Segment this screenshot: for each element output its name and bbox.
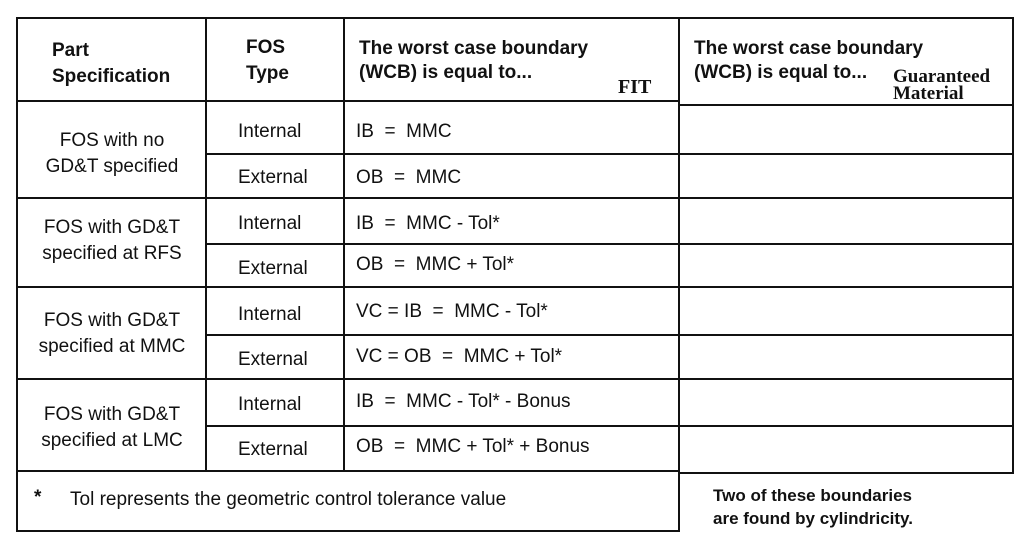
spec-lmc: FOS with GD&T specified at LMC — [41, 404, 183, 451]
spec-rfs: FOS with GD&T specified at RFS — [42, 217, 182, 264]
type-internal-1: Internal — [238, 121, 302, 142]
material-row-rule-3 — [678, 243, 1014, 245]
footnote-bottom-border — [16, 530, 678, 532]
subrow-divider-3 — [205, 334, 678, 336]
guaranteed-material-label: Guaranteed Material — [893, 66, 991, 104]
fit-label: FIT — [618, 76, 652, 98]
group1-bottom-rule — [16, 197, 678, 199]
group2-bottom-rule — [16, 286, 678, 288]
formula-external-4: OB = MMC + Tol* + Bonus — [356, 436, 590, 457]
type-external-4: External — [238, 439, 308, 460]
group3-bottom-rule — [16, 378, 678, 380]
material-row-rule-1 — [678, 153, 1014, 155]
col-divider-fit — [678, 17, 680, 532]
table-left-border — [16, 17, 18, 532]
formula-internal-1: IB = MMC — [356, 121, 452, 142]
footnote-text: Tol represents the geometric control tol… — [70, 489, 507, 510]
material-row-rule-4 — [678, 286, 1014, 288]
formula-internal-4: IB = MMC - Tol* - Bonus — [356, 391, 571, 412]
formula-external-2: OB = MMC + Tol* — [356, 254, 515, 275]
table-top-border — [16, 17, 678, 19]
col-divider-spec — [205, 17, 207, 472]
cylindricity-note: Two of these boundaries are found by cyl… — [713, 486, 913, 528]
header-wcb-material: The worst case boundary (WCB) is equal t… — [694, 38, 924, 83]
material-top-border — [678, 17, 1014, 19]
formula-external-3: VC = OB = MMC + Tol* — [356, 346, 563, 367]
formula-internal-3: VC = IB = MMC - Tol* — [356, 301, 548, 322]
material-row-rule-5 — [678, 334, 1014, 336]
col-divider-type — [343, 17, 345, 472]
type-external-2: External — [238, 258, 308, 279]
subrow-divider-4 — [205, 425, 678, 427]
material-row-rule-7 — [678, 425, 1014, 427]
material-bottom-border — [678, 472, 1014, 474]
type-internal-4: Internal — [238, 394, 302, 415]
header-fos-type: FOS Type — [246, 37, 289, 84]
type-external-1: External — [238, 167, 308, 188]
header-part-specification: Part Specification — [52, 40, 171, 87]
subrow-divider-1 — [205, 153, 678, 155]
material-row-rule-2 — [678, 197, 1014, 199]
material-right-border — [1012, 17, 1014, 474]
header-bottom-rule — [16, 100, 678, 102]
spec-mmc: FOS with GD&T specified at MMC — [38, 310, 186, 357]
spec-no-gdt: FOS with no GD&T specified — [45, 130, 179, 177]
header-wcb-fit: The worst case boundary (WCB) is equal t… — [359, 38, 589, 83]
type-external-3: External — [238, 349, 308, 370]
footnote-asterisk: * — [34, 487, 42, 508]
table-body-bottom-rule — [16, 470, 678, 472]
formula-internal-2: IB = MMC - Tol* — [356, 213, 500, 234]
type-internal-3: Internal — [238, 304, 302, 325]
material-row-rule-6 — [678, 378, 1014, 380]
material-header-bottom — [678, 104, 1014, 106]
type-internal-2: Internal — [238, 213, 302, 234]
formula-external-1: OB = MMC — [356, 167, 462, 188]
subrow-divider-2 — [205, 243, 678, 245]
